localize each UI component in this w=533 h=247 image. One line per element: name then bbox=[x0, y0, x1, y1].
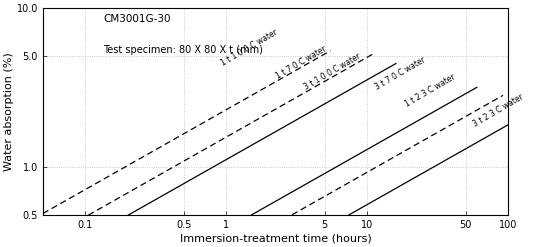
Y-axis label: Water absorption (%): Water absorption (%) bbox=[4, 52, 14, 171]
Text: CM3001G-30: CM3001G-30 bbox=[103, 14, 171, 24]
Text: 1 t 2 3 C water: 1 t 2 3 C water bbox=[403, 72, 457, 108]
Text: 1 t 1 0 0 C water: 1 t 1 0 0 C water bbox=[220, 28, 279, 68]
Text: 3 t 7 0 C water: 3 t 7 0 C water bbox=[373, 55, 426, 91]
Text: 3 t 1 0 0 C water: 3 t 1 0 0 C water bbox=[303, 51, 362, 91]
Text: Test specimen: 80 X 80 X t (mm): Test specimen: 80 X 80 X t (mm) bbox=[103, 45, 263, 55]
X-axis label: Immersion-treatment time (hours): Immersion-treatment time (hours) bbox=[180, 233, 372, 243]
Text: 1 t 7 0 C water: 1 t 7 0 C water bbox=[274, 44, 328, 81]
Text: 3 t 2 3 C water: 3 t 2 3 C water bbox=[472, 92, 525, 129]
